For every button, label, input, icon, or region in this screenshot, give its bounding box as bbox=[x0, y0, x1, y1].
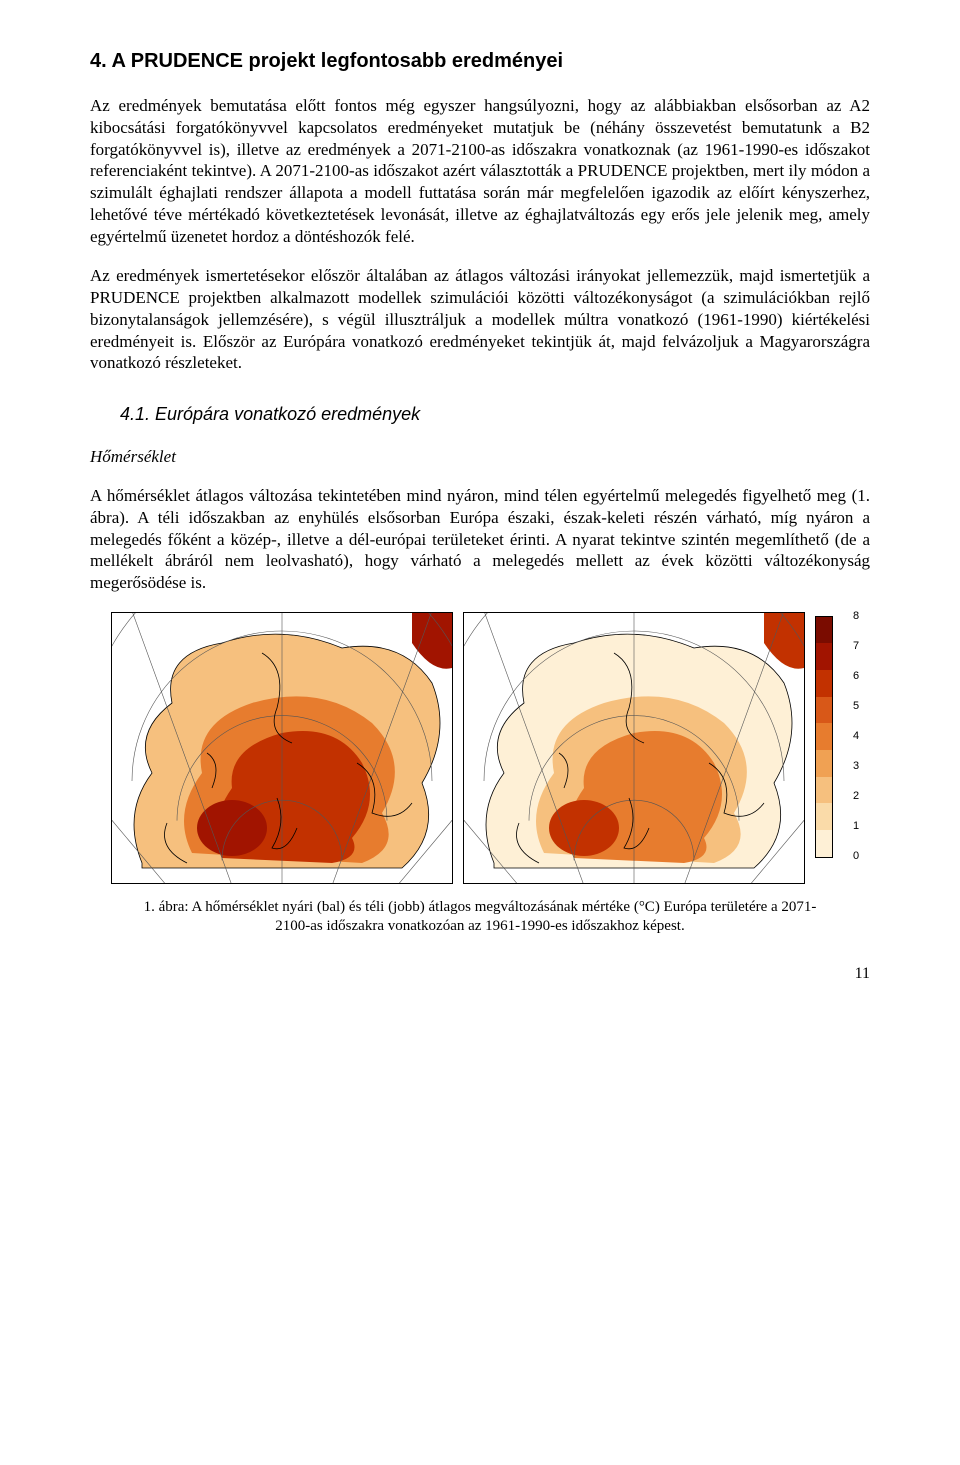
paragraph-2: Az eredmények ismertetésekor először ált… bbox=[90, 265, 870, 374]
heading-2: 4.1. Európára vonatkozó eredmények bbox=[120, 404, 870, 425]
subheading-temperature: Hőmérséklet bbox=[90, 447, 870, 467]
map-summer bbox=[111, 612, 453, 884]
figure-row: 876543210 bbox=[90, 612, 870, 884]
page: 4. A PRUDENCE projekt legfontosabb eredm… bbox=[0, 0, 960, 1023]
colorbar: 876543210 bbox=[815, 612, 849, 882]
heading-1: 4. A PRUDENCE projekt legfontosabb eredm… bbox=[90, 50, 870, 73]
figure-caption: 1. ábra: A hőmérséklet nyári (bal) és té… bbox=[130, 898, 830, 936]
paragraph-1: Az eredmények bemutatása előtt fontos mé… bbox=[90, 95, 870, 247]
page-number: 11 bbox=[90, 965, 870, 983]
paragraph-3: A hőmérséklet átlagos változása tekintet… bbox=[90, 485, 870, 594]
map-winter bbox=[463, 612, 805, 884]
